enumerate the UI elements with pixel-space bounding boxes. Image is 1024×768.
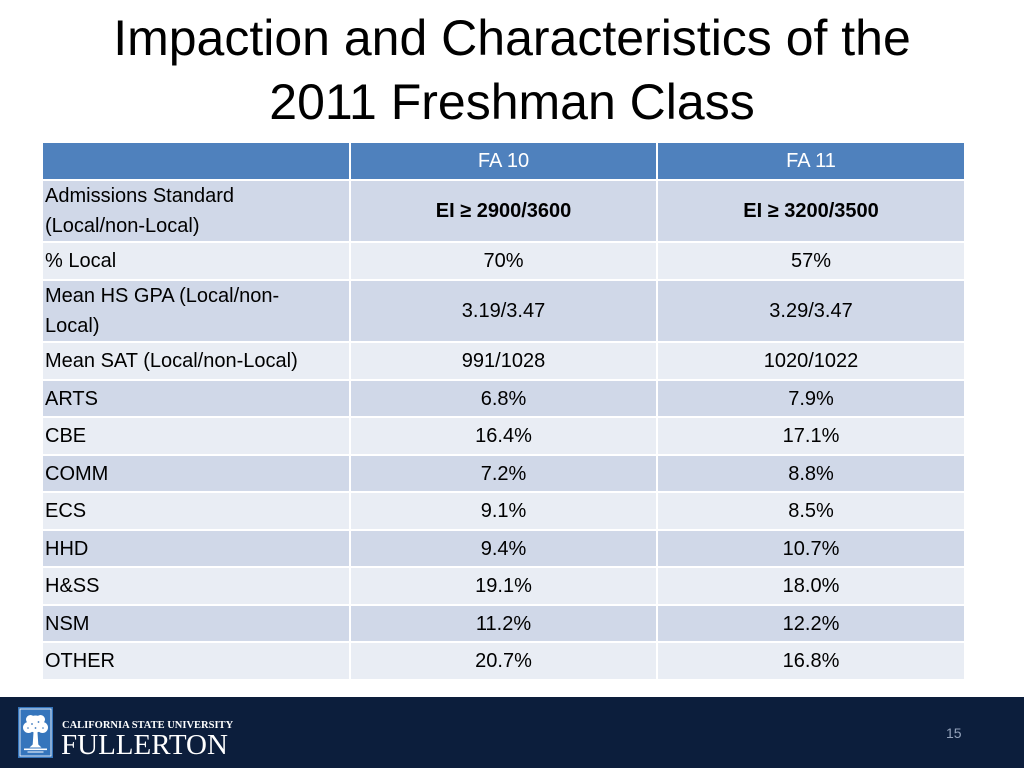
row-label: % Local xyxy=(43,243,349,279)
row-label: Admissions Standard (Local/non-Local) xyxy=(43,181,349,241)
tree-trunk xyxy=(29,731,42,748)
table-row: H&SS 19.1% 18.0% xyxy=(43,568,964,604)
cell-fa11: 10.7% xyxy=(658,531,964,566)
header-cell-fa11: FA 11 xyxy=(658,143,964,179)
row-label: NSM xyxy=(43,606,349,641)
cell-fa11: 16.8% xyxy=(658,643,964,679)
cell-fa11: 18.0% xyxy=(658,568,964,604)
ground-line-lower xyxy=(27,751,44,753)
header-cell-fa10: FA 10 xyxy=(351,143,656,179)
cell-fa11: 17.1% xyxy=(658,418,964,454)
table-row: HHD 9.4% 10.7% xyxy=(43,531,964,566)
cell-fa11: 3.29/3.47 xyxy=(658,281,964,341)
table-row: ECS 9.1% 8.5% xyxy=(43,493,964,529)
row-label: H&SS xyxy=(43,568,349,604)
emblem-frame xyxy=(19,708,52,757)
cell-fa10: 11.2% xyxy=(351,606,656,641)
logo-campus-line: FULLERTON xyxy=(61,729,228,761)
table-body: Admissions Standard (Local/non-Local) EI… xyxy=(43,181,964,679)
cell-fa11: 1020/1022 xyxy=(658,343,964,379)
table-head: FA 10 FA 11 xyxy=(43,143,964,179)
tree-emblem-icon xyxy=(18,707,53,758)
footer-bar: CALIFORNIA STATE UNIVERSITY FULLERTON 15 xyxy=(0,697,1024,768)
cell-fa11: 8.8% xyxy=(658,456,964,491)
cell-fa10: 70% xyxy=(351,243,656,279)
cell-fa10: 991/1028 xyxy=(351,343,656,379)
row-label: HHD xyxy=(43,531,349,566)
table-row: Mean HS GPA (Local/non-Local) 3.19/3.47 … xyxy=(43,281,964,341)
row-label: Mean SAT (Local/non-Local) xyxy=(43,343,349,379)
cell-fa10: 20.7% xyxy=(351,643,656,679)
cell-fa10: 16.4% xyxy=(351,418,656,454)
cell-fa10: 6.8% xyxy=(351,381,656,416)
cell-fa10: 19.1% xyxy=(351,568,656,604)
tree-canopy xyxy=(23,715,48,733)
row-label: ECS xyxy=(43,493,349,529)
row-label: ARTS xyxy=(43,381,349,416)
table-row: COMM 7.2% 8.8% xyxy=(43,456,964,491)
slide-title: Impaction and Characteristics of the 201… xyxy=(113,10,911,130)
cell-fa11: 7.9% xyxy=(658,381,964,416)
table-row: OTHER 20.7% 16.8% xyxy=(43,643,964,679)
cell-fa10: 7.2% xyxy=(351,456,656,491)
row-label: CBE xyxy=(43,418,349,454)
table-row: CBE 16.4% 17.1% xyxy=(43,418,964,454)
cell-fa10: 9.4% xyxy=(351,531,656,566)
cell-fa10: EI ≥ 2900/3600 xyxy=(351,181,656,241)
header-cell-empty xyxy=(43,143,349,179)
table-row: % Local 70% 57% xyxy=(43,243,964,279)
csuf-logo: CALIFORNIA STATE UNIVERSITY FULLERTON xyxy=(0,697,260,768)
table-header-row: FA 10 FA 11 xyxy=(43,143,964,179)
table-row: Admissions Standard (Local/non-Local) EI… xyxy=(43,181,964,241)
row-label: Mean HS GPA (Local/non-Local) xyxy=(43,281,349,341)
logo-university-line: CALIFORNIA STATE UNIVERSITY xyxy=(62,720,234,731)
row-label: OTHER xyxy=(43,643,349,679)
table-row: NSM 11.2% 12.2% xyxy=(43,606,964,641)
page-number: 15 xyxy=(946,725,962,741)
ground-line xyxy=(24,748,47,751)
row-label: COMM xyxy=(43,456,349,491)
cell-fa11: 12.2% xyxy=(658,606,964,641)
table-row: ARTS 6.8% 7.9% xyxy=(43,381,964,416)
cell-fa11: 8.5% xyxy=(658,493,964,529)
cell-fa10: 9.1% xyxy=(351,493,656,529)
data-table: FA 10 FA 11 Admissions Standard (Local/n… xyxy=(41,141,966,681)
cell-fa11: 57% xyxy=(658,243,964,279)
cell-fa11: EI ≥ 3200/3500 xyxy=(658,181,964,241)
table-row: Mean SAT (Local/non-Local) 991/1028 1020… xyxy=(43,343,964,379)
cell-fa10: 3.19/3.47 xyxy=(351,281,656,341)
